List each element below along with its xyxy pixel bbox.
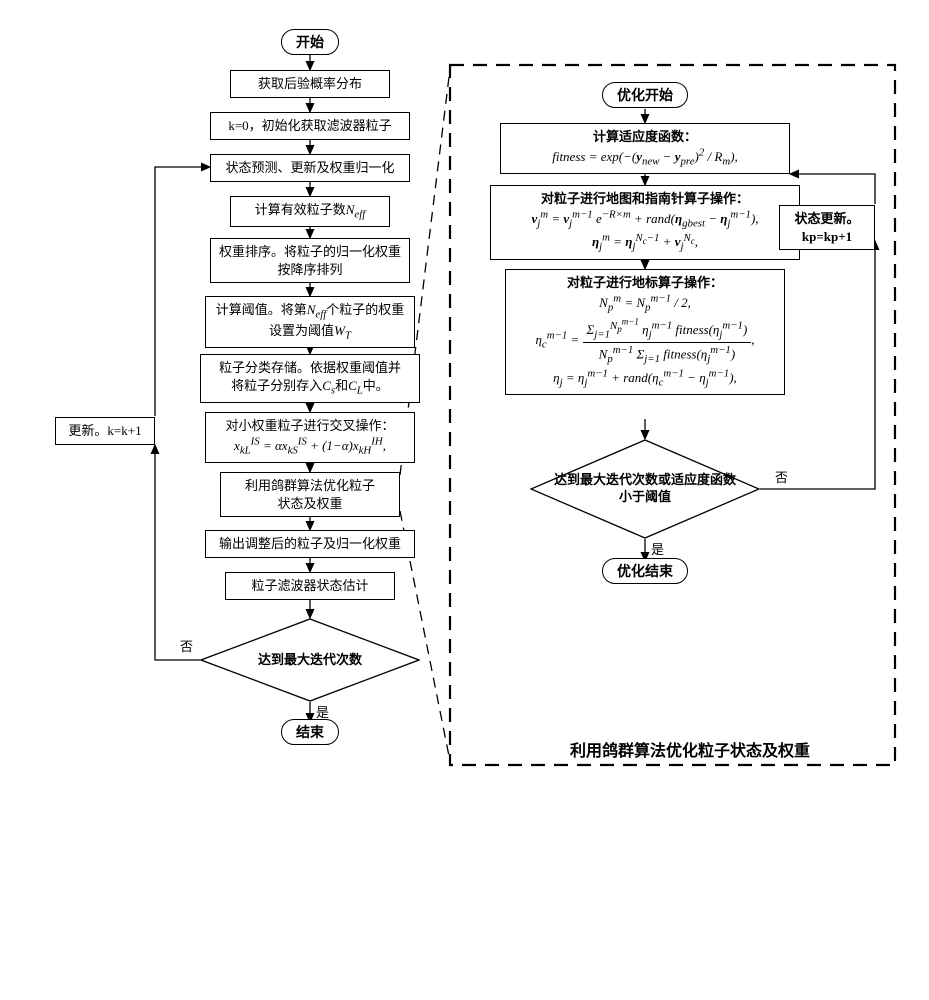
opt-start: 优化开始 <box>602 82 688 108</box>
left-step-6: 粒子分类存储。依据权重阈值并将粒子分别存入Cs和CL中。 <box>200 354 420 403</box>
left-step-5: 计算阈值。将第Neff个粒子的权重设置为阈值WT <box>205 296 415 348</box>
left-update: 更新。k=k+1 <box>55 417 155 445</box>
map: 对粒子进行地图和指南针算子操作：vjm = vjm−1 e−R×m + rand… <box>490 185 800 260</box>
left-no: 否 <box>180 636 193 655</box>
fitness: 计算适应度函数：fitness = exp(−(ynew − ypre)2 / … <box>500 123 790 174</box>
right-decision: 达到最大迭代次数或适应度函数小于阈值 <box>530 439 760 539</box>
left-step-10: 粒子滤波器状态估计 <box>225 572 395 600</box>
end: 结束 <box>281 719 339 745</box>
left-step-7: 对小权重粒子进行交叉操作：xkLIS = αxkSIS + (1−α)xkHIH… <box>205 412 415 463</box>
start: 开始 <box>281 29 339 55</box>
left-step-0: 获取后验概率分布 <box>230 70 390 98</box>
left-step-1: k=0，初始化获取滤波器粒子 <box>210 112 410 140</box>
right-title: 利用鸽群算法优化粒子状态及权重 <box>570 737 810 761</box>
left-step-9: 输出调整后的粒子及归一化权重 <box>205 530 415 558</box>
right-yes: 是 <box>651 539 664 558</box>
landmark: 对粒子进行地标算子操作：Npm = Npm−1 / 2,ηcm−1 = Σj=1… <box>505 269 785 395</box>
opt-end: 优化结束 <box>602 558 688 584</box>
left-step-4: 权重排序。将粒子的归一化权重按降序排列 <box>210 238 410 283</box>
right-update: 状态更新。kp=kp+1 <box>779 205 875 250</box>
left-step-3: 计算有效粒子数Neff <box>230 196 390 227</box>
left-step-8: 利用鸽群算法优化粒子状态及权重 <box>220 472 400 517</box>
right-no: 否 <box>775 467 788 486</box>
left-step-2: 状态预测、更新及权重归一化 <box>210 154 410 182</box>
left-decision: 达到最大迭代次数 <box>200 618 420 702</box>
